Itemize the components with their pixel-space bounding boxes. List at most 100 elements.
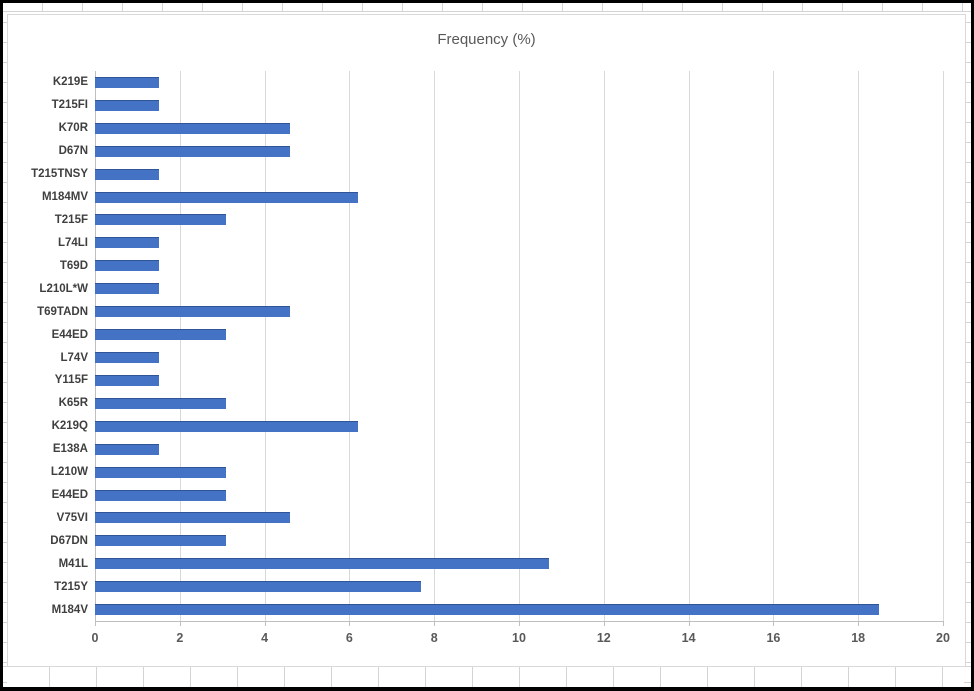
category-label: D67DN	[50, 534, 88, 547]
category-label: D67N	[58, 145, 88, 158]
spreadsheet-column-left	[3, 3, 7, 687]
bar-row	[95, 438, 943, 461]
bar-row	[95, 529, 943, 552]
bar-row	[95, 300, 943, 323]
bar-M184V	[95, 604, 880, 616]
category-label: T215FI	[51, 99, 88, 112]
bar-L74LI	[95, 237, 159, 249]
bar-row	[95, 140, 943, 163]
bar-E44ED	[95, 489, 227, 501]
bar-T69D	[95, 260, 159, 272]
gridline-x-20	[943, 71, 944, 621]
chart-title: Frequency (%)	[437, 31, 536, 48]
category-label: L210L*W	[39, 282, 88, 295]
x-axis-tick-labels: 0 2 4 6 8 10 12 14 16 18 20	[91, 631, 950, 649]
tick-label-12: 12	[596, 631, 611, 645]
tick-label-18: 18	[851, 631, 866, 645]
gridline-x-12	[603, 71, 605, 621]
x-axis-tick-marks	[95, 621, 944, 626]
gridline-x-16	[773, 71, 775, 621]
bar-L210L*W	[95, 283, 159, 295]
bar-row	[95, 552, 943, 575]
tick-mark-6	[349, 621, 351, 626]
category-label: L74V	[60, 351, 89, 364]
bar-E138A	[95, 443, 159, 455]
category-label: K219E	[52, 76, 88, 89]
bar-L74V	[95, 352, 159, 364]
spreadsheet-row-top	[3, 3, 971, 12]
category-label: K219Q	[51, 420, 88, 433]
tick-label-6: 6	[345, 631, 353, 645]
category-label: L210W	[50, 466, 88, 479]
bar-row	[95, 323, 943, 346]
bar-row	[95, 484, 943, 507]
bar-T215Y	[95, 581, 422, 593]
category-label: T69TADN	[37, 305, 88, 318]
chart-object[interactable]: Frequency (%) K219E T215FI K70R D67N T215TNS…	[7, 14, 966, 667]
gridline-x-2	[179, 71, 181, 621]
bar-row	[95, 277, 943, 300]
bar-row	[95, 254, 943, 277]
bar-K70R	[95, 122, 291, 134]
gridline-x-8	[434, 71, 436, 621]
bar-row	[95, 575, 943, 598]
bar-row	[95, 231, 943, 254]
tick-mark-18	[858, 621, 860, 626]
bar-D67N	[95, 145, 291, 157]
bar-K219Q	[95, 420, 358, 432]
plot-area	[95, 71, 944, 622]
spreadsheet-column-right	[964, 3, 971, 687]
category-label: E44ED	[51, 328, 88, 341]
bar-row	[95, 209, 943, 232]
gridline-x-4	[264, 71, 266, 621]
category-label: T215F	[54, 213, 88, 226]
tick-mark-2	[179, 621, 181, 626]
tick-label-8: 8	[430, 631, 438, 645]
bar-T215F	[95, 214, 227, 226]
category-label: E44ED	[51, 489, 88, 502]
gridline-x-18	[858, 71, 860, 621]
category-label: L74LI	[57, 236, 88, 249]
tick-label-20: 20	[936, 631, 950, 645]
category-label: V75VI	[56, 511, 88, 524]
tick-label-2: 2	[176, 631, 184, 645]
bar-K219E	[95, 76, 159, 88]
tick-label-0: 0	[91, 631, 99, 645]
tick-mark-10	[519, 621, 520, 626]
bar-L210W	[95, 466, 227, 478]
category-label: T69D	[59, 259, 88, 272]
tick-mark-12	[603, 621, 605, 626]
spreadsheet-row-bottom	[3, 666, 971, 687]
bar-row	[95, 392, 943, 415]
bar-row	[95, 507, 943, 530]
bar-D67DN	[95, 535, 227, 547]
category-label: T215Y	[54, 580, 88, 593]
category-label: E138A	[52, 443, 88, 456]
tick-mark-16	[773, 621, 775, 626]
category-label: K70R	[58, 122, 88, 135]
category-label: M184V	[51, 603, 88, 616]
bar-T69TADN	[95, 306, 291, 318]
bar-row	[95, 71, 943, 94]
bar-V75VI	[95, 512, 291, 524]
category-label: M41L	[58, 557, 88, 570]
bar-row	[95, 186, 943, 209]
bar-M184MV	[95, 191, 358, 203]
bar-row	[95, 369, 943, 392]
y-axis-line	[95, 71, 96, 621]
bar-row	[95, 598, 943, 621]
bar-row	[95, 117, 943, 140]
category-label: Y115F	[54, 374, 88, 387]
bar-rows	[95, 71, 943, 621]
tick-mark-14	[688, 621, 690, 626]
tick-label-4: 4	[261, 631, 269, 645]
tick-label-16: 16	[766, 631, 781, 645]
bar-row	[95, 461, 943, 484]
tick-label-14: 14	[681, 631, 696, 645]
category-label: M184MV	[41, 191, 88, 204]
bar-row	[95, 163, 943, 186]
bar-K65R	[95, 397, 227, 409]
bar-row	[95, 415, 943, 438]
tick-mark-20	[943, 621, 944, 626]
bar-row	[95, 94, 943, 117]
